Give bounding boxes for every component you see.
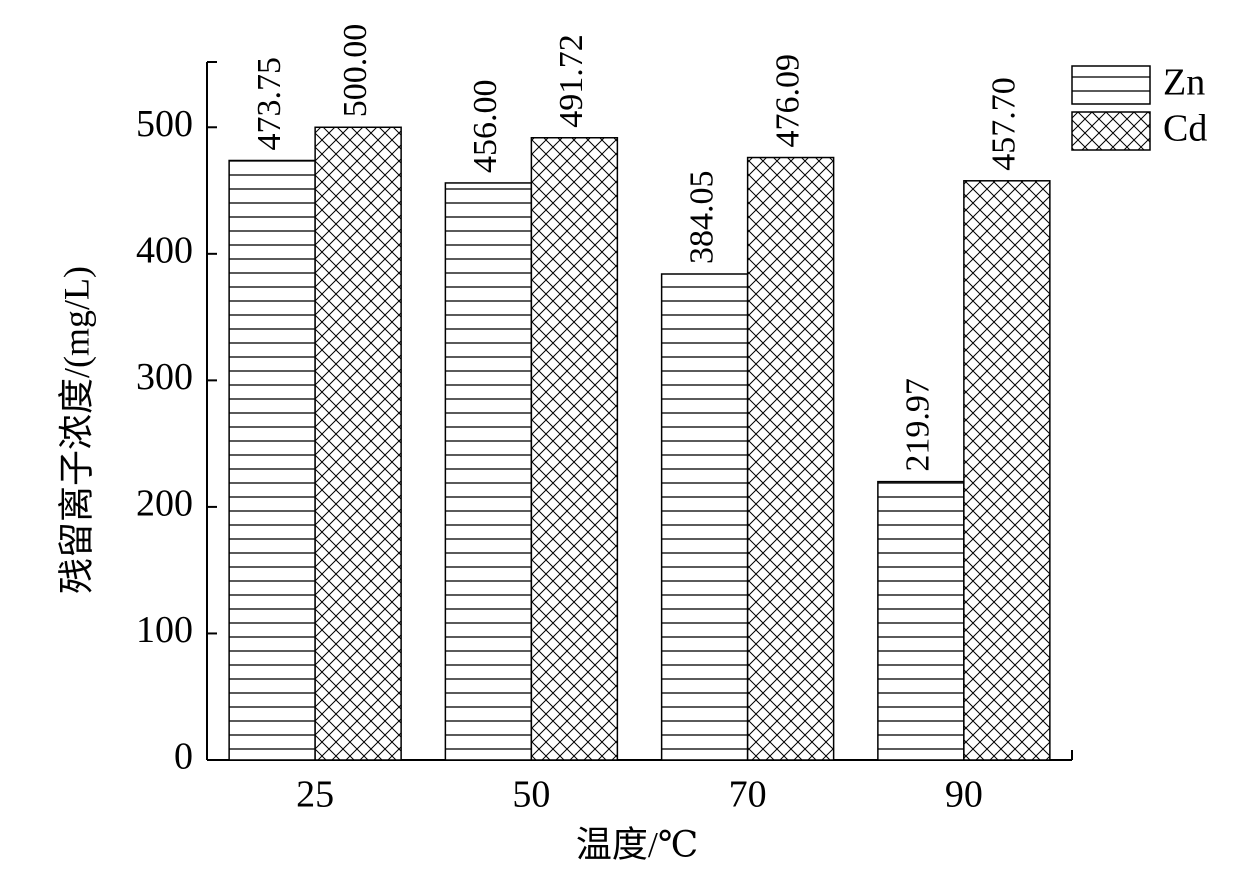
- bar: [530, 137, 619, 761]
- y-tick-label: 0: [174, 736, 193, 778]
- y-tick-label: 200: [136, 483, 193, 525]
- value-label: 384.05: [683, 171, 720, 265]
- value-label: 491.72: [553, 34, 590, 128]
- y-tick-label: 100: [136, 609, 193, 651]
- y-tick-label: 400: [136, 230, 193, 272]
- bar: [963, 180, 1051, 761]
- value-label: 456.00: [467, 79, 504, 173]
- x-tick-label: 90: [945, 774, 983, 816]
- bar: [660, 273, 749, 761]
- value-label: 219.97: [900, 378, 937, 472]
- value-label: 500.00: [337, 24, 374, 118]
- bar: [314, 126, 402, 761]
- x-tick-label: 50: [512, 774, 550, 816]
- bar: [746, 156, 835, 761]
- x-axis-label: 温度/℃: [576, 824, 698, 864]
- bar: [877, 480, 965, 761]
- y-axis-label: 残留离子浓度/(mg/L): [56, 266, 96, 594]
- y-tick-label: 300: [136, 356, 193, 398]
- legend-swatch: [1071, 111, 1151, 151]
- value-label: 476.09: [769, 54, 806, 148]
- value-label: 473.75: [251, 57, 288, 151]
- value-label: 457.70: [986, 77, 1023, 171]
- legend-swatch: [1071, 65, 1151, 105]
- bar: [228, 159, 316, 761]
- legend-label: Cd: [1163, 108, 1207, 150]
- bar: [444, 182, 533, 761]
- legend-label: Zn: [1163, 62, 1205, 104]
- x-tick-label: 70: [729, 774, 767, 816]
- x-tick-label: 25: [296, 774, 334, 816]
- y-tick-label: 500: [136, 103, 193, 145]
